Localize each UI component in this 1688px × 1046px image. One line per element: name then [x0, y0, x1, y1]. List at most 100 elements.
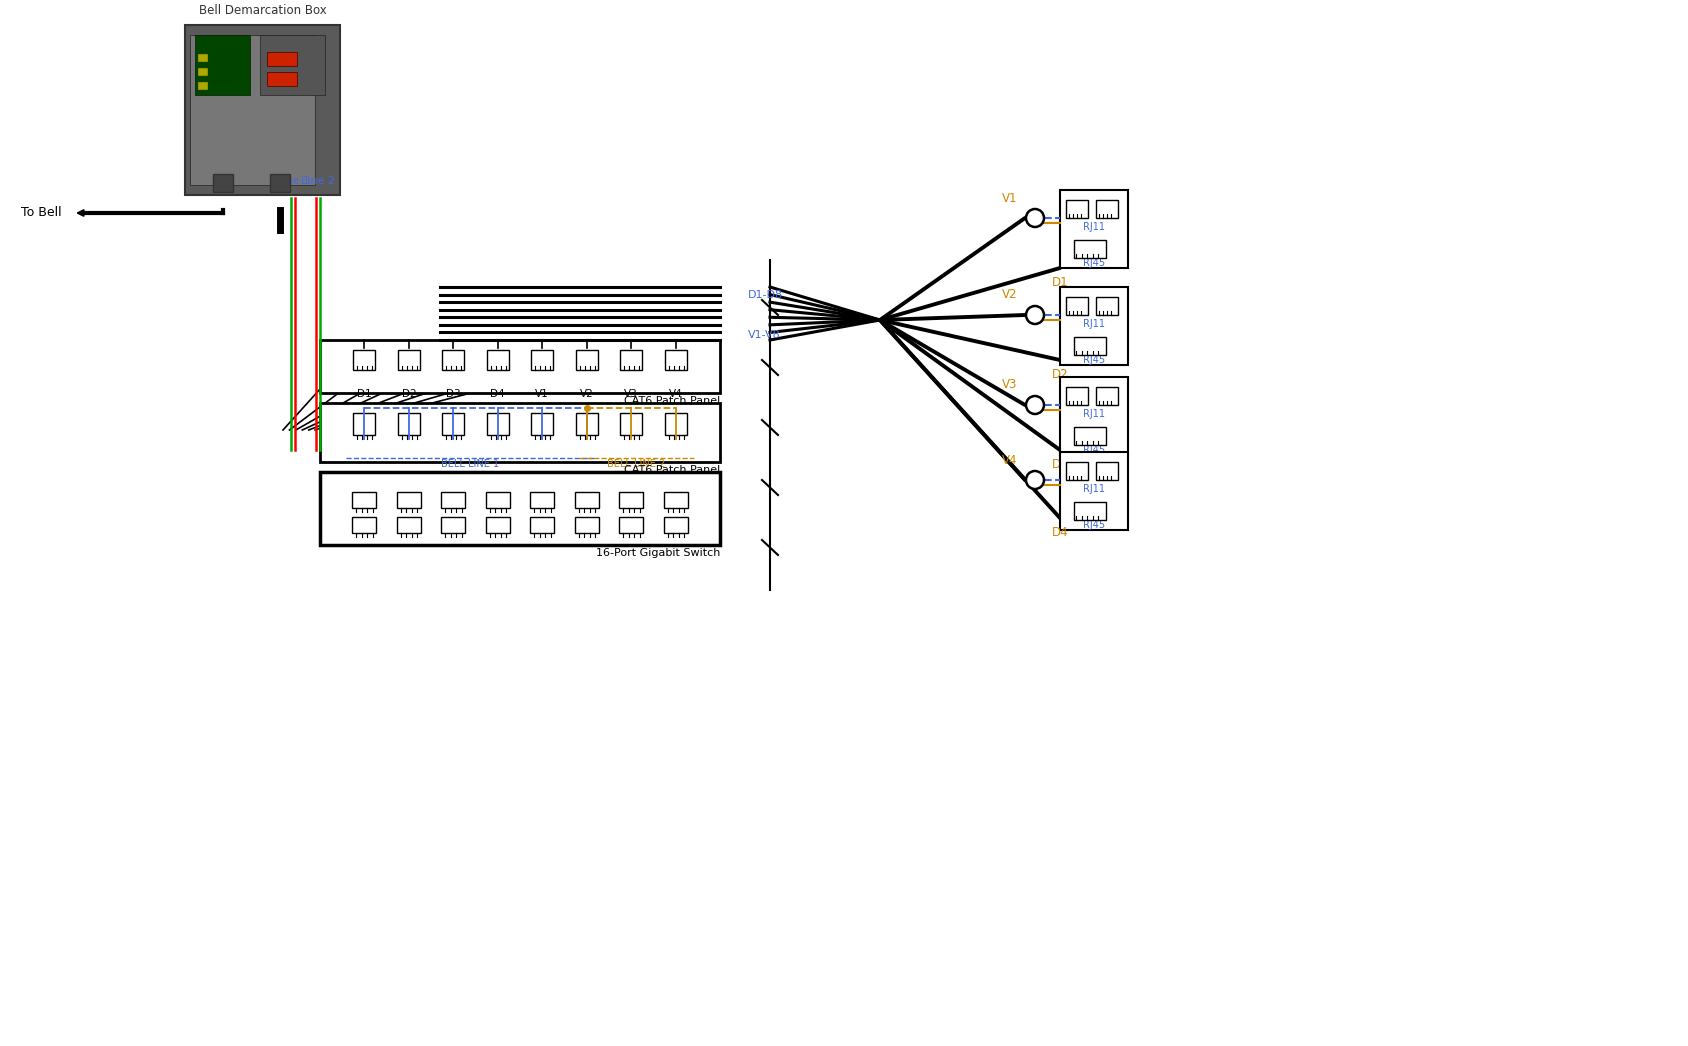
Bar: [1074, 427, 1106, 445]
Bar: [532, 413, 554, 435]
Bar: [213, 174, 233, 192]
Bar: [441, 493, 466, 508]
Text: V4: V4: [1003, 454, 1018, 467]
Bar: [1060, 377, 1128, 455]
Bar: [1067, 200, 1089, 218]
Bar: [665, 413, 687, 435]
Bar: [398, 350, 420, 370]
Text: D1-D8: D1-D8: [748, 290, 783, 300]
Text: D4: D4: [1052, 526, 1069, 540]
Bar: [619, 518, 643, 533]
Bar: [486, 493, 510, 508]
Text: D4: D4: [491, 389, 505, 399]
Bar: [663, 493, 687, 508]
Bar: [186, 25, 339, 195]
Bar: [619, 413, 641, 435]
Bar: [321, 403, 721, 462]
Text: V3: V3: [1003, 379, 1018, 391]
Text: V4: V4: [668, 389, 682, 399]
Bar: [197, 82, 208, 90]
Bar: [1060, 287, 1128, 365]
Circle shape: [1026, 471, 1043, 488]
Bar: [267, 72, 297, 86]
Bar: [530, 518, 554, 533]
Text: To Bell: To Bell: [22, 206, 62, 220]
Text: V1: V1: [1003, 191, 1018, 205]
Bar: [665, 350, 687, 370]
Text: RJ11: RJ11: [1084, 484, 1106, 494]
Bar: [197, 54, 208, 62]
Text: D3: D3: [1052, 458, 1069, 472]
Text: 16-Port Gigabit Switch: 16-Port Gigabit Switch: [596, 548, 721, 558]
Bar: [442, 350, 464, 370]
Bar: [576, 413, 598, 435]
Bar: [574, 493, 599, 508]
Bar: [398, 413, 420, 435]
Bar: [1067, 462, 1089, 480]
Bar: [619, 350, 641, 370]
Bar: [532, 350, 554, 370]
Bar: [321, 340, 721, 393]
Bar: [486, 518, 510, 533]
Text: D1: D1: [358, 389, 371, 399]
Text: V1: V1: [535, 389, 549, 399]
Bar: [574, 518, 599, 533]
Bar: [486, 350, 508, 370]
Bar: [1096, 200, 1117, 218]
Bar: [397, 493, 420, 508]
Circle shape: [1026, 209, 1043, 227]
Bar: [353, 518, 376, 533]
Bar: [486, 413, 508, 435]
Bar: [353, 493, 376, 508]
Text: RJ11: RJ11: [1084, 409, 1106, 419]
Bar: [1096, 462, 1117, 480]
Text: RJ11: RJ11: [1084, 319, 1106, 329]
Text: V2: V2: [1003, 289, 1018, 301]
Bar: [442, 413, 464, 435]
Bar: [197, 68, 208, 76]
Bar: [1096, 387, 1117, 405]
Text: Line 1: Line 1: [277, 176, 311, 186]
Text: RJ45: RJ45: [1084, 355, 1106, 365]
Bar: [397, 518, 420, 533]
Bar: [270, 174, 290, 192]
Text: D2: D2: [402, 389, 417, 399]
Text: D2: D2: [1052, 368, 1069, 382]
Text: RJ45: RJ45: [1084, 520, 1106, 530]
Bar: [530, 493, 554, 508]
Bar: [576, 350, 598, 370]
Bar: [1067, 387, 1089, 405]
Bar: [1074, 502, 1106, 520]
Text: RJ45: RJ45: [1084, 445, 1106, 455]
Text: Bell Demarcation Box: Bell Demarcation Box: [199, 4, 326, 17]
Bar: [353, 350, 375, 370]
Bar: [441, 518, 466, 533]
Bar: [1074, 240, 1106, 258]
Text: D1: D1: [1052, 276, 1069, 290]
Bar: [1096, 297, 1117, 315]
Text: V1-V8: V1-V8: [748, 329, 782, 340]
Bar: [1074, 337, 1106, 355]
Bar: [191, 35, 316, 185]
Text: RJ45: RJ45: [1084, 258, 1106, 268]
Bar: [353, 413, 375, 435]
Bar: [619, 493, 643, 508]
Bar: [196, 35, 250, 95]
Bar: [267, 52, 297, 66]
Text: D3: D3: [446, 389, 461, 399]
Text: V3: V3: [625, 389, 638, 399]
Text: V2: V2: [579, 389, 594, 399]
Text: CAT6 Patch Panel: CAT6 Patch Panel: [625, 465, 721, 475]
Circle shape: [1026, 396, 1043, 414]
Text: BELL LINE 2: BELL LINE 2: [608, 459, 665, 469]
Bar: [321, 472, 721, 545]
Text: BELL LINE 1: BELL LINE 1: [442, 459, 500, 469]
Text: Line 2: Line 2: [300, 176, 334, 186]
Bar: [260, 35, 326, 95]
Bar: [1060, 190, 1128, 268]
Bar: [1060, 452, 1128, 530]
Text: CAT6 Patch Panel: CAT6 Patch Panel: [625, 396, 721, 406]
Text: RJ11: RJ11: [1084, 222, 1106, 232]
Bar: [663, 518, 687, 533]
Circle shape: [1026, 306, 1043, 324]
